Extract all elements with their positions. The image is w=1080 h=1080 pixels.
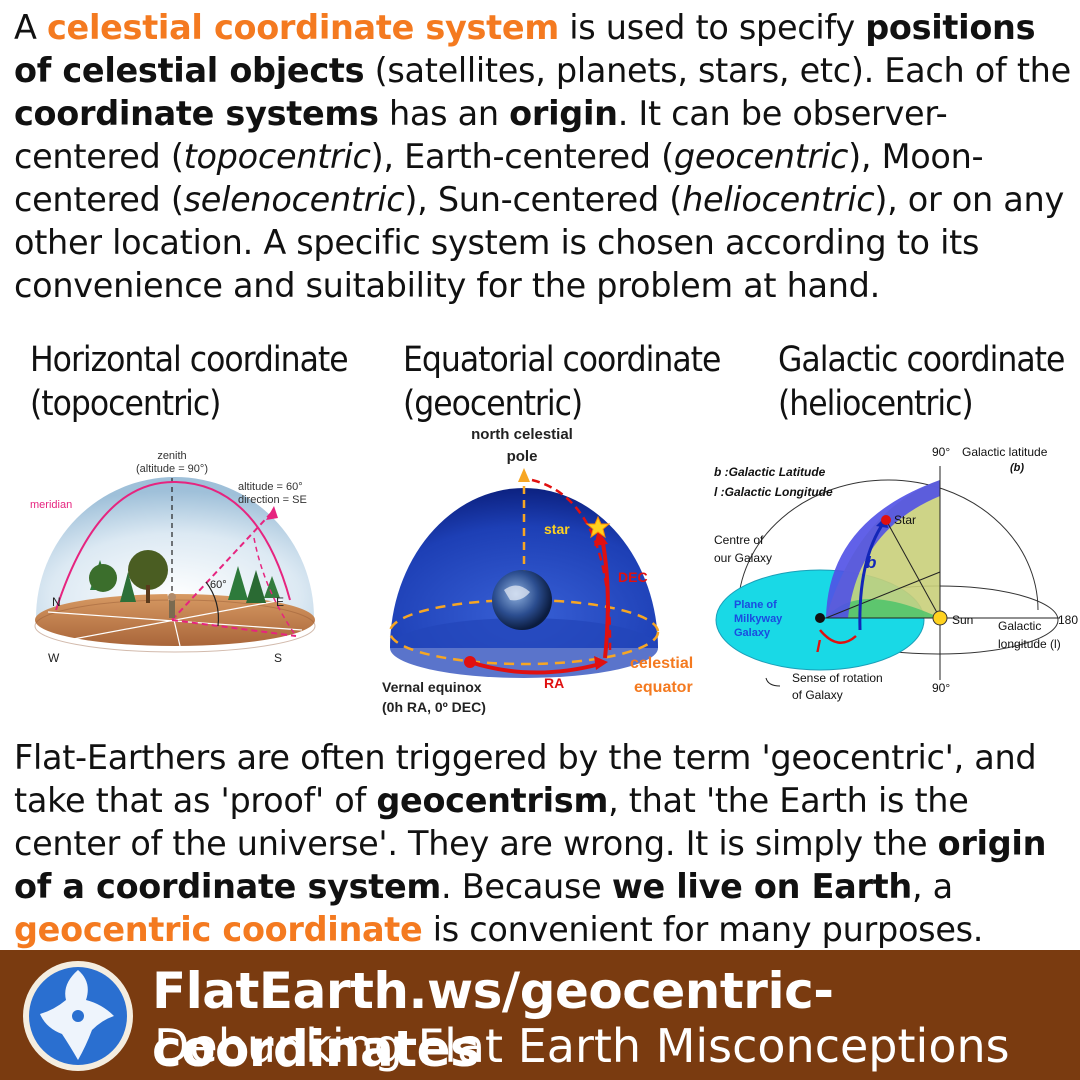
outro-segment: , that 'the Earth is the center of the u…	[14, 781, 969, 863]
footer-tagline: Debunking Flat Earth Misconceptions	[154, 1019, 1010, 1073]
earth-globe	[492, 570, 552, 630]
horizontal-coordinate-diagram: zenith (altitude = 90°) meridian altitud…	[30, 450, 316, 665]
intro-paragraph: A celestial coordinate system is used to…	[14, 6, 1072, 307]
longitude-label-line1: Galactic	[998, 619, 1041, 633]
latitude-title: Galactic latitude	[962, 445, 1048, 459]
pole-label-line2: pole	[507, 448, 538, 465]
zenith-altitude-label: (altitude = 90°)	[136, 463, 208, 475]
galactic-coordinate-diagram: 90° Galactic latitude (b) b :Galactic La…	[714, 445, 1078, 702]
intro-segment: (satellites, planets, stars, etc). Each …	[364, 51, 1072, 90]
intro-segment: heliocentric	[682, 180, 875, 219]
outro-segment: Flat-Earthers are often triggered by the…	[14, 738, 1037, 820]
centre-label-line2: our Galaxy	[714, 551, 772, 565]
intro-segment: selenocentric	[183, 180, 405, 219]
rotation-label-line1: Sense of rotation	[792, 671, 883, 685]
intro-segment: ), Moon-centered (	[14, 137, 984, 219]
equatorial-title: Equatorial coordinate (geocentric)	[403, 340, 721, 424]
sun-label: Sun	[952, 613, 973, 627]
altitude-label: altitude = 60°	[238, 481, 303, 493]
outro-segment: geocentric coordinate	[14, 910, 423, 949]
trees	[89, 550, 280, 603]
ra-label: RA	[544, 675, 564, 691]
direction-label: direction = SE	[238, 494, 307, 506]
vernal-label-line1: Vernal equinox	[382, 679, 482, 695]
celestial-dome	[390, 488, 658, 648]
top-degree-label: 90°	[932, 445, 950, 459]
angle-label: 60°	[210, 579, 227, 591]
intro-segment: celestial coordinate system	[46, 8, 559, 47]
intro-segment: geocentric	[673, 137, 849, 176]
outro-paragraph: Flat-Earthers are often triggered by the…	[14, 736, 1072, 951]
intro-segment: ), or on any other location. A specific …	[14, 180, 1064, 305]
intro-segment: ), Earth-centered (	[370, 137, 675, 176]
b-symbol: b	[866, 553, 876, 572]
meridian-label: meridian	[30, 499, 72, 511]
outro-segment: , a	[911, 867, 953, 906]
intro-segment: positions of celestial objects	[14, 8, 1036, 90]
centre-label-line1: Centre of	[714, 533, 764, 547]
galactic-title: Galactic coordinate (heliocentric)	[778, 340, 1065, 424]
intro-segment: is used to specify	[558, 8, 866, 47]
intro-segment: has an	[378, 94, 510, 133]
horizontal-title: Horizontal coordinate (topocentric)	[30, 340, 349, 424]
intro-segment: origin	[509, 94, 618, 133]
degree-180-label: 180	[1058, 613, 1078, 627]
outro-segment: we live on Earth	[611, 867, 912, 906]
east-label: E	[276, 595, 284, 609]
north-label: N	[52, 595, 61, 609]
footer-bar	[0, 950, 1080, 1080]
vernal-label-line2: (0h RA, 0º DEC)	[382, 699, 486, 715]
intro-segment: A	[14, 8, 47, 47]
south-label: S	[274, 651, 282, 665]
plane-label-line3: Galaxy	[734, 627, 771, 639]
plane-label-line2: Milkyway	[734, 613, 783, 625]
intro-segment: coordinate systems	[14, 94, 379, 133]
intro-segment: . It can be observer-centered (	[14, 94, 948, 176]
star-label: star	[544, 521, 570, 537]
pole-label-line1: north celestial	[471, 426, 573, 443]
latitude-symbol: (b)	[1010, 462, 1024, 474]
outro-segment: is convenient for many purposes.	[422, 910, 984, 949]
zenith-label: zenith	[157, 450, 186, 462]
galactic-centre-point	[815, 613, 825, 623]
globe-map-icon	[23, 961, 133, 1071]
latitude-band	[826, 480, 940, 618]
vernal-equinox-point	[464, 656, 476, 668]
legend-latitude: b :Galactic Latitude	[714, 465, 826, 479]
footer-url[interactable]: FlatEarth.ws/geocentric-coordinates	[152, 962, 834, 1078]
star-point	[881, 515, 891, 525]
outro-segment: origin of a coordinate system	[14, 824, 1047, 906]
equator-label-line1: celestial	[630, 655, 693, 672]
l-symbol: l	[816, 637, 822, 656]
outro-segment: . Because	[441, 867, 612, 906]
west-label: W	[48, 651, 60, 665]
rotation-label-line2: of Galaxy	[792, 688, 843, 702]
outro-segment: geocentrism	[376, 781, 609, 820]
legend-longitude: l :Galactic Longitude	[714, 485, 833, 499]
meridian-arc	[55, 480, 291, 611]
star-label: Star	[894, 513, 916, 527]
bottom-degree-label: 90°	[932, 681, 950, 695]
dec-label: DEC	[618, 569, 648, 585]
longitude-label-line2: longitude (l)	[998, 637, 1061, 651]
plane-label-line1: Plane of	[734, 599, 777, 611]
equator-label-line2: equator	[634, 679, 693, 696]
star-icon	[585, 515, 611, 539]
equatorial-coordinate-diagram: north celestial pole star DEC RA celesti…	[382, 426, 693, 715]
intro-segment: topocentric	[183, 137, 371, 176]
intro-segment: ), Sun-centered (	[404, 180, 683, 219]
sun-point	[932, 610, 948, 626]
